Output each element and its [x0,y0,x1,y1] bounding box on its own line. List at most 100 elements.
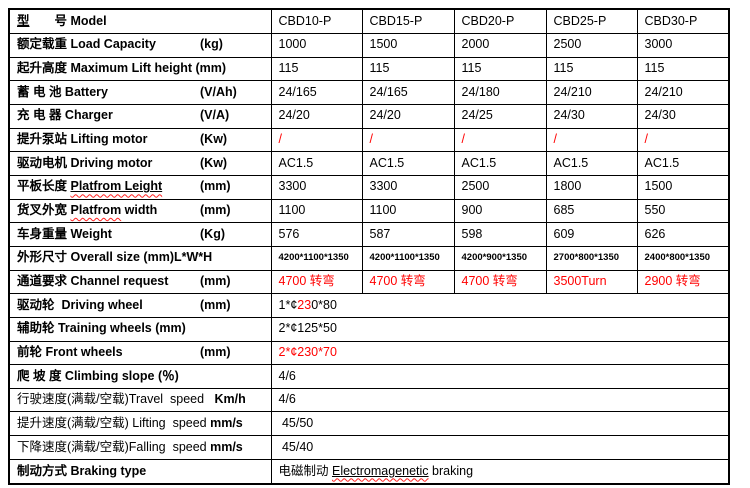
unit-label: (Kw) [200,155,228,170]
unit-label: (mm) [200,179,231,194]
value-cell-max-lift-height-3: 115 [453,56,547,82]
text-segment: 通道要求 Channel request [17,273,169,288]
value-cell-front-wheels: 2*¢230*70 [270,340,730,366]
value-cell-max-lift-height-2: 115 [361,56,455,82]
text-segment: 0*80 [311,297,337,312]
text-segment: 1*¢ [278,297,298,312]
row-label-braking-type: 制动方式 Braking type [8,458,272,485]
unit-label: (mm) [200,297,231,312]
value-cell-charger-2: 24/20 [361,103,455,129]
unit-label: (mm) [200,344,231,359]
value-cell-load-capacity-2: 1500 [361,32,455,58]
spec-row-lifting-motor: 提升泵站 Lifting motor (Kw) / / / / / [8,127,730,153]
spec-row-battery: 蓄 电 池 Battery (V/Ah) 24/165 24/165 24/180 24/… [8,80,730,105]
unit-label: (Kw) [200,132,228,147]
value-cell-max-lift-height-5: 115 [636,56,730,82]
text-segment: 2*¢230*70 [278,344,337,359]
value-cell-weight-4: 609 [545,222,638,247]
value-cell-weight-2: 587 [361,222,455,247]
value-cell-model-2: CBD15-P [361,8,455,34]
value-cell-overall-size-3: 4200*900*1350 [453,245,547,271]
row-label-front-wheels: 前轮 Front wheels (mm) [8,340,272,366]
text-segment: 23 [297,297,312,312]
value-cell-load-capacity-1: 1000 [270,32,363,58]
value-cell-platform-length-1: 3300 [270,174,363,200]
value-cell-model-5: CBD30-P [636,8,730,34]
value-cell-driving-motor-1: AC1.5 [270,151,363,176]
value-cell-platform-length-4: 1800 [545,174,638,200]
value-cell-braking-type: 电磁制动 Electromagenetic braking [270,458,730,485]
value-cell-battery-5: 24/210 [636,80,730,105]
row-label-load-capacity: 额定载重 Load Capacity (kg) [8,32,272,58]
row-label-channel-request: 通道要求 Channel request (mm) [8,269,272,295]
text-segment: 辅助轮 Training wheels (mm) [17,321,186,336]
value-cell-lifting-motor-4: / [545,127,638,153]
value-cell-platform-width-1: 1100 [270,198,363,224]
row-label-platform-width: 货叉外宽 Platfrom width (mm) [8,198,272,224]
value-cell-load-capacity-4: 2500 [545,32,638,58]
row-label-driving-wheel: 驱动轮 Driving wheel (mm) [8,293,272,318]
value-cell-training-wheels: 2*¢125*50 [270,316,730,342]
value-cell-overall-size-5: 2400*800*1350 [636,245,730,271]
spec-row-charger: 充 电 器 Charger (V/A) 24/20 24/20 24/25 24/30 24… [8,103,730,129]
unit-label: (V/A) [200,108,230,123]
unit-label: (Kg) [200,226,225,241]
value-cell-channel-request-4: 3500Turn [545,269,638,295]
value-cell-weight-3: 598 [453,222,547,247]
value-cell-driving-motor-3: AC1.5 [453,151,547,176]
spec-row-model: 型 号 Model CBD10-P CBD15-P CBD20-P CBD25-P CBD… [8,8,730,34]
spec-row-platform-length: 平板长度 Platfrom Leight (mm) 3300 3300 2500 1800… [8,174,730,200]
value-cell-platform-width-4: 685 [545,198,638,224]
row-label-charger: 充 电 器 Charger (V/A) [8,103,272,129]
row-label-falling-speed: 下降速度(满载/空载)Falling speed mm/s [8,435,272,460]
unit-label: (mm) [200,273,231,288]
value-cell-charger-3: 24/25 [453,103,547,129]
spec-row-driving-motor: 驱动电机 Driving motor (Kw) AC1.5 AC1.5 AC1.5 AC1… [8,151,730,176]
text-segment: 爬 坡 度 Climbing slope (％) [17,368,179,383]
value-cell-channel-request-3: 4700 转弯 [453,269,547,295]
row-label-platform-length: 平板长度 Platfrom Leight (mm) [8,174,272,200]
text-segment: 充 电 器 Charger [17,108,113,123]
text-segment: 2*¢125*50 [278,321,337,336]
spec-row-front-wheels: 前轮 Front wheels (mm) 2*¢230*70 [8,340,730,366]
spec-row-travel-speed: 行驶速度(满载/空载)Travel speed Km/h 4/6 [8,387,730,413]
value-cell-charger-5: 24/30 [636,103,730,129]
spec-row-channel-request: 通道要求 Channel request (mm) 4700 转弯 4700 转弯 47… [8,269,730,295]
value-cell-channel-request-1: 4700 转弯 [270,269,363,295]
value-cell-travel-speed: 4/6 [270,387,730,413]
value-cell-model-4: CBD25-P [545,8,638,34]
row-label-overall-size: 外形尺寸 Overall size (mm)L*W*H [8,245,272,271]
value-cell-platform-width-2: 1100 [361,198,455,224]
spec-table-body: 型 号 Model CBD10-P CBD15-P CBD20-P CBD25-P CBD… [8,8,730,485]
spec-row-falling-speed: 下降速度(满载/空载)Falling speed mm/s 45/40 [8,435,730,460]
row-label-battery: 蓄 电 池 Battery (V/Ah) [8,80,272,105]
text-segment: 起升高度 Maximum Lift height (mm) [17,61,227,76]
spec-row-platform-width: 货叉外宽 Platfrom width (mm) 1100 1100 900 685 550 [8,198,730,224]
value-cell-overall-size-2: 4200*1100*1350 [361,245,455,271]
value-cell-max-lift-height-1: 115 [270,56,363,82]
value-cell-channel-request-5: 2900 转弯 [636,269,730,295]
value-cell-load-capacity-5: 3000 [636,32,730,58]
row-label-travel-speed: 行驶速度(满载/空载)Travel speed Km/h [8,387,272,413]
text-segment: 45/40 [278,439,314,454]
value-cell-battery-2: 24/165 [361,80,455,105]
spec-row-climbing-slope: 爬 坡 度 Climbing slope (％) 4/6 [8,364,730,389]
text-segment: 车身重量 Weight [17,226,112,241]
spec-row-overall-size: 外形尺寸 Overall size (mm)L*W*H 4200*1100*135… [8,245,730,271]
value-cell-lifting-motor-2: / [361,127,455,153]
value-cell-platform-length-5: 1500 [636,174,730,200]
text-segment: 4/6 [278,392,296,407]
value-cell-driving-wheel: 1*¢230*80 [270,293,730,318]
value-cell-platform-length-3: 2500 [453,174,547,200]
text-segment: 4/6 [278,368,296,383]
text-segment: 型 [17,13,30,28]
spec-row-lifting-speed: 提升速度(满载/空载) Lifting speed mm/s 45/50 [8,411,730,437]
row-label-training-wheels: 辅助轮 Training wheels (mm) [8,316,272,342]
spec-row-weight: 车身重量 Weight (Kg) 576 587 598 609 626 [8,222,730,247]
misspelled-text: Platfrom Leight [70,179,163,194]
unit-label: (V/Ah) [200,84,237,99]
value-cell-climbing-slope: 4/6 [270,364,730,389]
value-cell-lifting-motor-3: / [453,127,547,153]
row-label-driving-motor: 驱动电机 Driving motor (Kw) [8,151,272,176]
